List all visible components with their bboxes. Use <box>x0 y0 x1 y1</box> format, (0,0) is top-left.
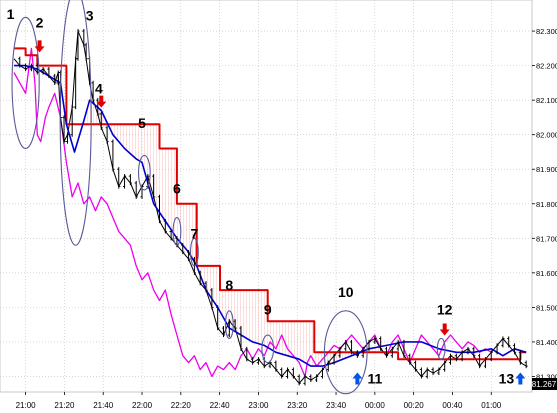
x-tick-label: 22:00 <box>132 401 153 410</box>
marker-label: 2 <box>36 15 44 31</box>
highlight-circle <box>137 154 151 191</box>
y-tick-label: 81.900 <box>536 165 557 174</box>
last-price-badge: 81.267 <box>532 378 557 390</box>
x-tick-label: 00:00 <box>365 401 386 410</box>
signal-arrows <box>34 40 526 385</box>
y-tick-label: 81.500 <box>536 303 557 312</box>
x-tick-label: 00:20 <box>404 401 425 410</box>
x-tick-label: 21:00 <box>16 401 37 410</box>
highlight-circle <box>323 310 368 395</box>
buy-arrow-icon <box>352 372 363 385</box>
highlight-circle <box>261 334 275 364</box>
marker-label: 12 <box>437 301 453 317</box>
highlight-circle <box>436 337 446 360</box>
x-tick-label: 21:20 <box>54 401 75 410</box>
cloud-area <box>83 100 380 367</box>
lagging-line <box>13 47 492 378</box>
marker-label: 10 <box>338 284 354 300</box>
y-tick-label: 81.800 <box>536 200 557 209</box>
x-tick-label: 22:40 <box>210 401 231 410</box>
x-tick-label: 23:00 <box>248 401 269 410</box>
price-line <box>13 30 527 384</box>
marker-label: 5 <box>138 115 146 131</box>
sell-arrow-icon <box>439 323 450 336</box>
x-tick-label: 22:20 <box>171 401 192 410</box>
marker-label: 8 <box>225 277 233 293</box>
marker-label: 3 <box>86 8 94 24</box>
cloud-fill <box>83 100 380 367</box>
marker-label: 13 <box>499 370 515 386</box>
y-tick-label: 81.600 <box>536 269 557 278</box>
x-axis: 21:00 21:20 21:40 22:00 22:20 22:40 23:00 23:20… <box>16 392 502 410</box>
y-tick-label: 81.300 <box>536 372 557 381</box>
y-tick-label: 81.700 <box>536 234 557 243</box>
marker-label: 1 <box>7 6 15 22</box>
x-tick-label: 00:40 <box>442 401 463 410</box>
marker-label: 4 <box>95 80 103 96</box>
sell-arrow-icon <box>34 40 45 53</box>
y-tick-label: 81.400 <box>536 338 557 347</box>
marker-label: 9 <box>264 301 272 317</box>
x-tick-label: 01:00 <box>481 401 502 410</box>
highlight-circle <box>11 16 40 150</box>
x-tick-label: 21:40 <box>93 401 114 410</box>
x-tick-label: 23:20 <box>287 401 308 410</box>
y-axis: 82.300 82.200 82.100 82.000 81.900 81.800 81.7… <box>532 27 557 381</box>
highlight-circles <box>11 0 446 395</box>
highlight-circle <box>172 217 182 246</box>
sell-arrow-icon <box>96 95 107 108</box>
last-price-label: 81.267 <box>532 380 557 389</box>
y-tick-label: 82.000 <box>536 131 557 140</box>
y-tick-label: 82.200 <box>536 62 557 71</box>
marker-label: 7 <box>191 225 199 241</box>
highlight-circle <box>224 310 234 340</box>
buy-arrow-icon <box>515 372 526 385</box>
highlight-circle <box>59 0 92 246</box>
marker-label: 6 <box>173 180 181 196</box>
highlight-circle <box>189 237 199 267</box>
y-tick-label: 82.100 <box>536 96 557 105</box>
baseline-line <box>14 47 527 361</box>
marker-label: 11 <box>367 370 382 386</box>
y-tick-label: 82.300 <box>536 27 557 36</box>
indicator-lines <box>13 29 528 386</box>
grid <box>0 0 532 392</box>
x-tick-label: 23:40 <box>326 401 347 410</box>
